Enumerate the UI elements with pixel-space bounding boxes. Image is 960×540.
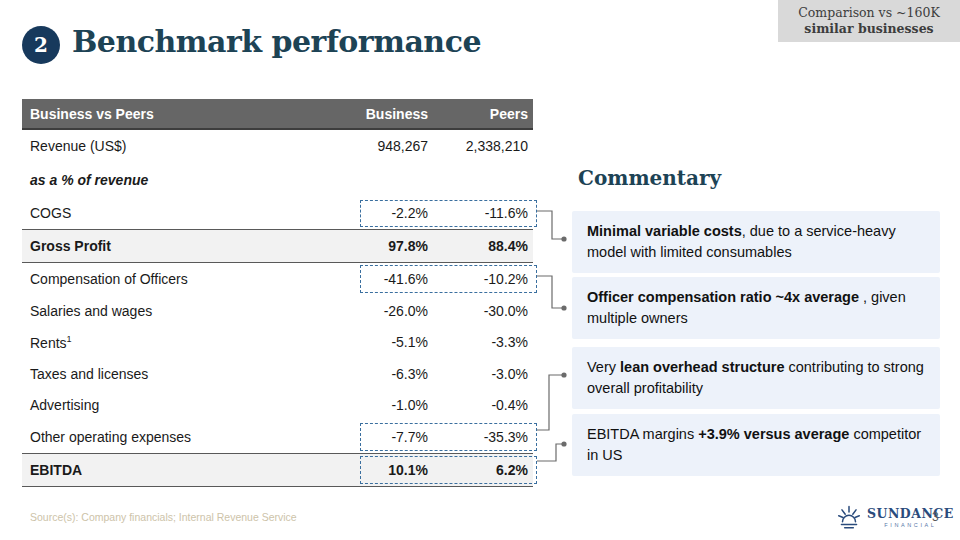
table-row: Gross Profit97.8%88.4% [22, 229, 533, 263]
business-value: -6.3% [323, 366, 428, 382]
row-label: Gross Profit [22, 238, 323, 254]
commentary-heading: Commentary [578, 166, 721, 190]
table-row: Taxes and licenses-6.3%-3.0% [22, 358, 533, 390]
row-label: Taxes and licenses [22, 366, 323, 382]
benchmark-table: Business vs Peers Business Peers Revenue… [22, 99, 533, 487]
commentary-note: Minimal variable costs, due to a service… [572, 211, 940, 273]
table-row: COGS-2.2%-11.6% [22, 198, 533, 230]
peers-value: 2,338,210 [428, 138, 533, 154]
business-value: -5.1% [323, 334, 428, 350]
row-label: COGS [22, 205, 323, 221]
context-line-bold: similar businesses [804, 21, 933, 37]
row-label: Advertising [22, 397, 323, 413]
table-row: Other operating expenses-7.7%-35.3% [22, 421, 533, 453]
business-value: -41.6% [323, 271, 428, 287]
peers-value: -35.3% [428, 429, 533, 445]
peers-value: -3.3% [428, 334, 533, 350]
note-text: Very [587, 359, 620, 375]
note-text-bold: Minimal variable costs [587, 223, 742, 239]
peers-value: -0.4% [428, 397, 533, 413]
section-number: 2 [34, 33, 48, 57]
logo-name: SUNDANCE [867, 508, 954, 521]
peers-value: -3.0% [428, 366, 533, 382]
row-label: Compensation of Officers [22, 271, 323, 287]
commentary-note: Officer compensation ratio ~4x average ,… [572, 277, 940, 339]
business-value: -26.0% [323, 303, 428, 319]
context-line: Comparison vs ~160K [798, 5, 939, 21]
comparison-context-box: Comparison vs ~160K similar businesses [778, 0, 960, 42]
note-text: EBITDA margins [587, 426, 698, 442]
page-title: Benchmark performance [72, 24, 481, 59]
peers-value: 88.4% [428, 238, 533, 254]
peers-value: -10.2% [428, 271, 533, 287]
note-text-bold: Officer compensation ratio ~4x average [587, 289, 863, 305]
logo-subtitle: FINANCIAL [884, 523, 936, 529]
page-number: 3 [932, 510, 939, 524]
business-value: -2.2% [323, 205, 428, 221]
peers-value: 6.2% [428, 462, 533, 478]
commentary-note: Very lean overhead structure contributin… [572, 347, 940, 409]
table-row: EBITDA10.1%6.2% [22, 453, 533, 487]
table-row: Compensation of Officers-41.6%-10.2% [22, 263, 533, 295]
row-label: Revenue (US$) [22, 138, 323, 154]
column-header-business: Business [323, 106, 428, 122]
slide: 2 Benchmark performance Comparison vs ~1… [0, 0, 960, 540]
business-value: 10.1% [323, 462, 428, 478]
table-row: Advertising-1.0%-0.4% [22, 390, 533, 422]
note-text-bold: +3.9% versus average [698, 426, 849, 442]
row-label: as a % of revenue [22, 172, 323, 188]
business-value: 97.8% [323, 238, 428, 254]
table-row: Revenue (US$)948,2672,338,210 [22, 130, 533, 162]
business-value: -1.0% [323, 397, 428, 413]
table-row: as a % of revenue [22, 162, 533, 198]
section-number-badge: 2 [22, 26, 60, 64]
table-header-title: Business vs Peers [22, 106, 323, 122]
row-label: Salaries and wages [22, 303, 323, 319]
table-header-row: Business vs Peers Business Peers [22, 99, 533, 130]
logo-text: SUNDANCE FINANCIAL [867, 508, 954, 528]
column-header-peers: Peers [428, 106, 533, 122]
sunrise-icon [836, 505, 862, 531]
peers-value: -11.6% [428, 205, 533, 221]
source-note: Source(s): Company financials; Internal … [30, 511, 297, 523]
table-body: Revenue (US$)948,2672,338,210 as a % of r… [22, 130, 533, 487]
table-row: Salaries and wages-26.0%-30.0% [22, 295, 533, 327]
note-text-bold: lean overhead structure [620, 359, 784, 375]
peers-value: -30.0% [428, 303, 533, 319]
commentary-note: EBITDA margins +3.9% versus average comp… [572, 414, 940, 476]
row-label: EBITDA [22, 462, 323, 478]
row-label: Other operating expenses [22, 429, 323, 445]
business-value: 948,267 [323, 138, 428, 154]
table-row: Rents1-5.1%-3.3% [22, 326, 533, 358]
row-label: Rents1 [22, 334, 323, 351]
business-value: -7.7% [323, 429, 428, 445]
